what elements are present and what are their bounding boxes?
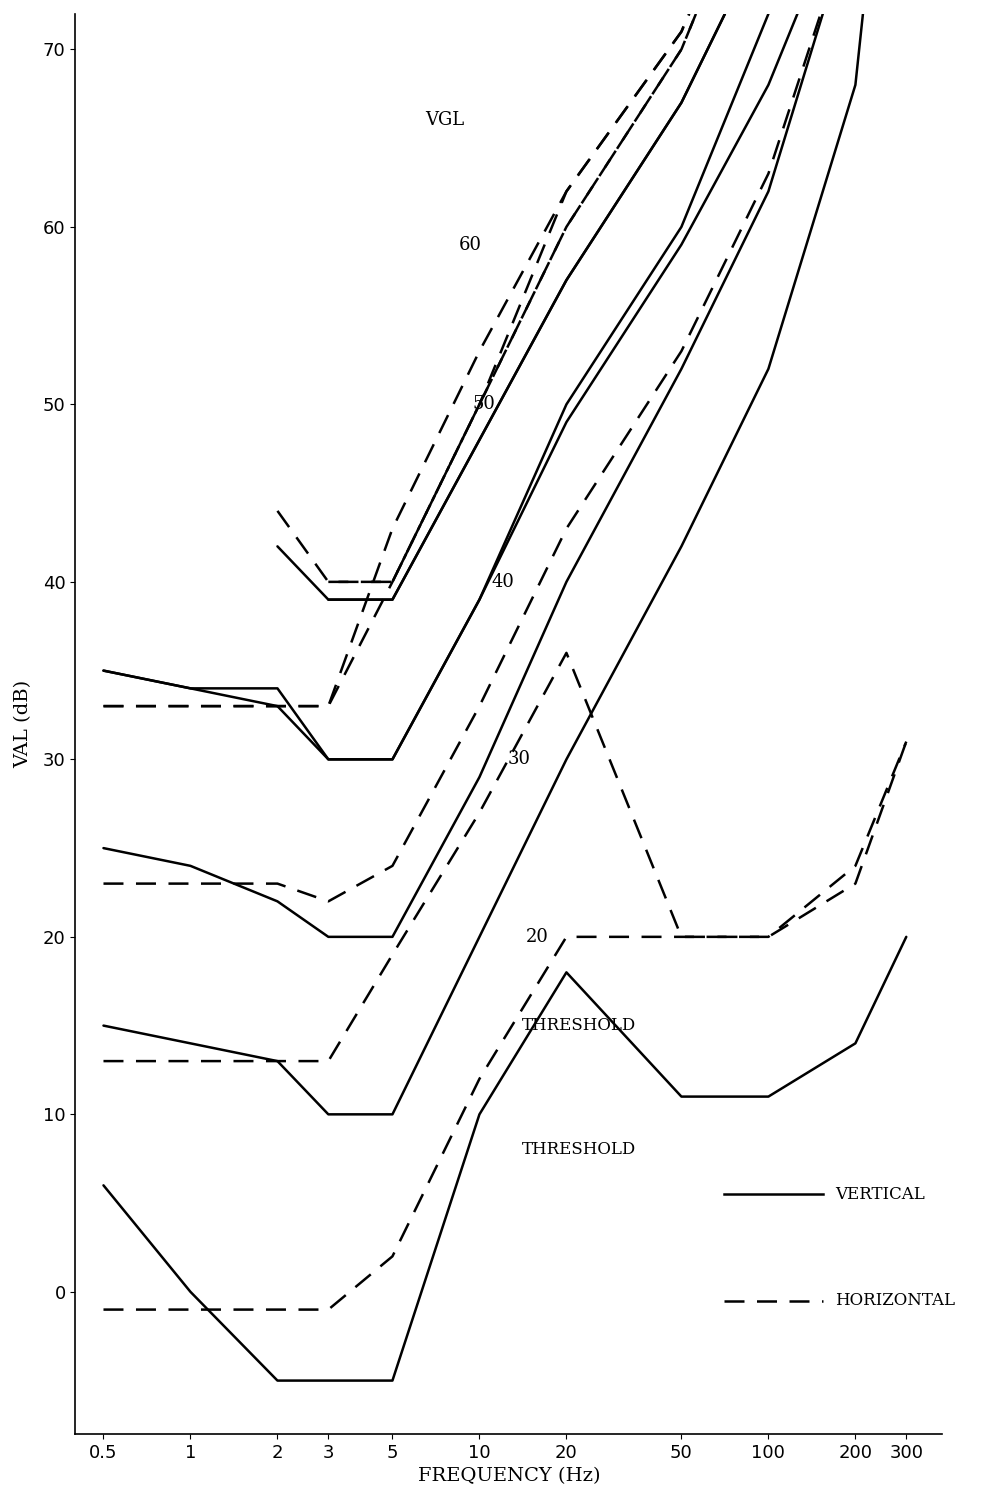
Text: VGL: VGL	[425, 111, 464, 129]
Text: HORIZONTAL: HORIZONTAL	[835, 1292, 955, 1309]
Text: THRESHOLD: THRESHOLD	[521, 1141, 636, 1159]
X-axis label: FREQUENCY (Hz): FREQUENCY (Hz)	[417, 1468, 600, 1486]
Text: 60: 60	[459, 235, 482, 253]
Text: 30: 30	[508, 751, 530, 769]
Text: THRESHOLD: THRESHOLD	[521, 1018, 636, 1034]
Text: 50: 50	[473, 396, 496, 414]
Text: VERTICAL: VERTICAL	[835, 1186, 925, 1202]
Text: 40: 40	[491, 573, 515, 591]
Y-axis label: VAL (dB): VAL (dB)	[14, 681, 31, 767]
Text: 20: 20	[526, 928, 549, 946]
